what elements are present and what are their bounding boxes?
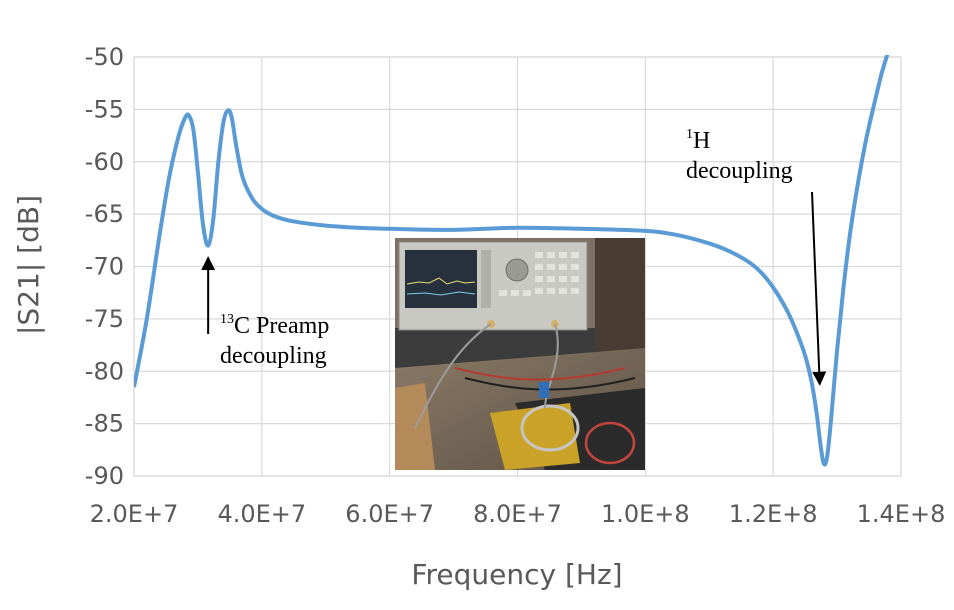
x-tick-label: 8.0E+7 [473,500,562,528]
series-line [134,55,890,467]
plot-area-frame [133,56,902,477]
x-tick-label: 2.0E+7 [90,500,179,528]
y-axis-ticks: -50 -55 -60 -65 -70 -75 -80 -85 -90 [85,43,124,490]
annotation-13c-line2: decoupling [220,343,327,369]
y-tick-label: -80 [85,357,124,385]
y-tick-label: -70 [85,253,124,281]
y-axis-title: |S21| [dB] [12,195,45,335]
annotations: 13C Preamp decoupling 1H decoupling [201,127,827,386]
y-tick-label: -50 [85,43,124,71]
x-axis-title: Frequency [Hz] [411,558,622,591]
series-layer [134,55,890,467]
y-tick-label: -65 [85,200,124,228]
y-tick-label: -60 [85,148,124,176]
y-tick-label: -85 [85,410,124,438]
y-tick-label: -90 [85,462,124,490]
x-tick-label: 1.4E+8 [857,500,946,528]
y-tick-label: -55 [85,95,124,123]
arrow-1h [811,191,827,386]
annotation-13c-line1: 13C Preamp [220,312,329,339]
y-tick-label: -75 [85,305,124,333]
x-tick-label: 4.0E+7 [217,500,306,528]
x-tick-label: 1.2E+8 [729,500,818,528]
annotation-1h-line2: decoupling [686,158,793,184]
x-tick-label: 1.0E+8 [601,500,690,528]
x-tick-label: 6.0E+7 [345,500,434,528]
x-axis-ticks: 2.0E+7 4.0E+7 6.0E+7 8.0E+7 1.0E+8 1.2E+8 1.4E… [90,500,946,528]
annotation-1h-line1: 1H [686,127,710,154]
inset-photo-vna-setup [395,238,645,470]
